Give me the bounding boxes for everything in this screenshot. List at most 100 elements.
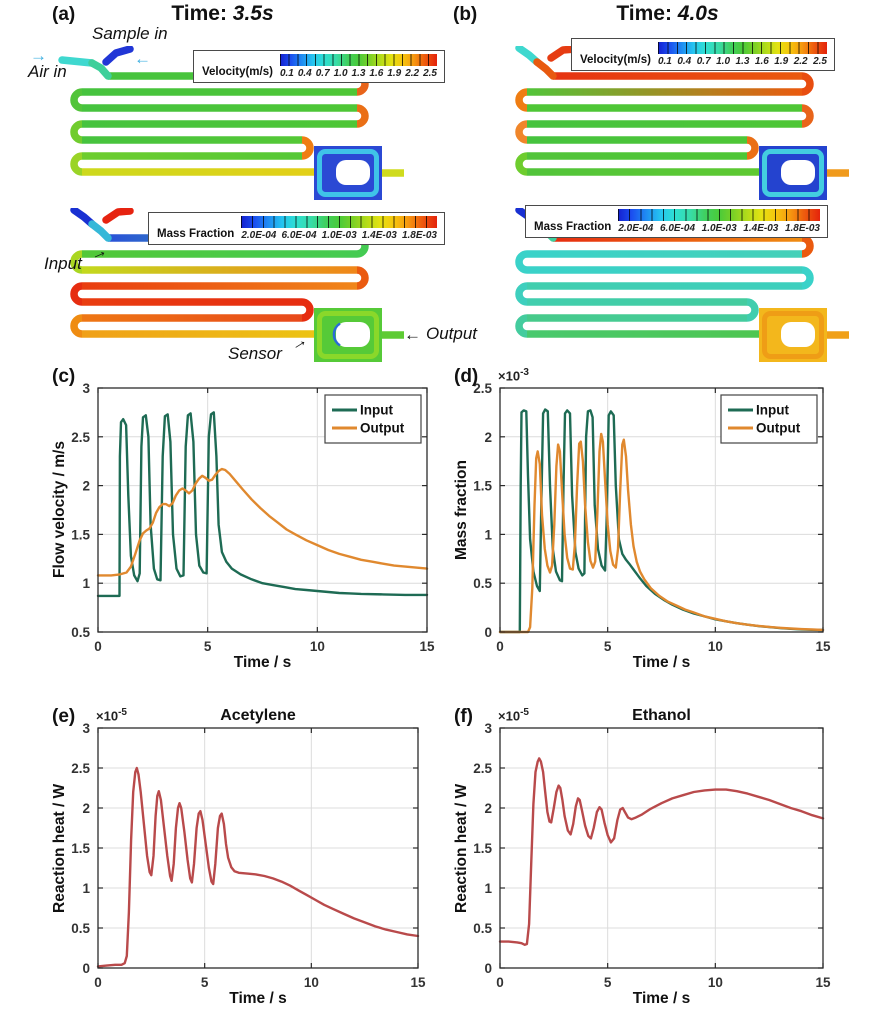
colorbar-tick: 0.1: [279, 68, 294, 79]
air-in-arrow-icon: →: [30, 46, 47, 65]
svg-text:1: 1: [82, 576, 90, 591]
panel-a: (a) Time: 3.5s Velocity(m/s) 0.1 0.4 0.7 1.…: [0, 0, 477, 372]
y-axis-label: Reaction heat / W: [51, 783, 68, 913]
panel-a-label: (a): [52, 4, 76, 25]
mass-colorbar-b: Mass Fraction 2.0E-04 6.0E-04 1.0E-03 1.4E-…: [525, 205, 828, 238]
y-axis-exponent: ×10-5: [498, 707, 529, 724]
svg-text:Output: Output: [360, 421, 405, 436]
panel-b-label: (b): [453, 4, 478, 25]
colorbar-tick: 0.4: [677, 56, 692, 67]
colorbar-tick: 1.9: [387, 68, 402, 79]
chart-f-label: (f): [454, 706, 473, 727]
colorbar-tick: 1.0E-03: [321, 230, 357, 241]
colorbar-tick: 2.5: [813, 56, 827, 67]
svg-text:2.5: 2.5: [71, 761, 90, 776]
svg-text:0: 0: [94, 975, 102, 990]
panel-a-time-title: Time: 3.5s: [0, 2, 445, 26]
y-axis-label: Reaction heat / W: [453, 783, 470, 913]
colorbar-tick: 6.0E-04: [659, 223, 696, 234]
svg-text:0.5: 0.5: [473, 921, 492, 936]
colorbar-tick: 1.8E-03: [784, 223, 820, 234]
svg-text:5: 5: [604, 639, 612, 654]
svg-text:5: 5: [204, 639, 212, 654]
colorbar-label: Velocity(m/s): [202, 66, 273, 78]
x-axis-label: Time / s: [632, 990, 691, 1007]
svg-text:3: 3: [82, 381, 90, 396]
colorbar-ticks: 0.1 0.4 0.7 1.0 1.3 1.6 1.9 2.2 2.5: [280, 66, 437, 79]
output-label: Output: [426, 324, 478, 343]
x-axis-label: Time / s: [233, 654, 292, 671]
output-arrow-icon: ←: [404, 325, 421, 344]
input-label: Input: [44, 254, 82, 273]
colorbar-gradient: [618, 209, 820, 221]
chart-title: Acetylene: [220, 707, 296, 724]
colorbar-label: Velocity(m/s): [580, 54, 651, 66]
svg-text:1: 1: [484, 527, 492, 542]
colorbar-tick: 1.8E-03: [401, 230, 437, 241]
panel-b: (b) Time: 4.0s Velocity(m/s) 0.1 0.4 0.7 1.…: [445, 0, 890, 372]
colorbar-tick: 2.2: [405, 68, 420, 79]
svg-text:15: 15: [815, 639, 831, 654]
colorbar-gradient: [279, 54, 438, 66]
svg-text:15: 15: [815, 975, 831, 990]
panel-b-time-title: Time: 4.0s: [445, 2, 890, 26]
mass-fraction-map-a: [70, 208, 404, 362]
svg-text:Input: Input: [756, 403, 789, 418]
svg-text:3: 3: [484, 721, 492, 736]
colorbar-label: Mass Fraction: [157, 228, 235, 240]
chart-d-label: (d): [454, 366, 479, 387]
colorbar-tick: 1.9: [774, 56, 789, 67]
svg-text:0: 0: [496, 639, 504, 654]
y-axis-label: Flow velocity / m/s: [51, 441, 68, 579]
svg-text:0: 0: [484, 961, 492, 976]
time-prefix: Time:: [616, 2, 672, 25]
svg-text:0.5: 0.5: [71, 921, 90, 936]
sample-in-arrow-icon: ←: [134, 49, 151, 68]
svg-text:0.5: 0.5: [473, 576, 492, 591]
svg-text:2: 2: [484, 430, 492, 445]
velocity-colorbar-b: Velocity(m/s) 0.1 0.4 0.7 1.0 1.3 1.6 1.9 2.2 2.…: [571, 38, 835, 71]
sample-in-label: Sample in: [92, 24, 168, 43]
svg-text:2.5: 2.5: [71, 430, 90, 445]
time-value: 3.5s: [232, 2, 274, 25]
svg-text:10: 10: [310, 639, 325, 654]
acetylene-plot: 0 5 10 15 0 0.5 1 1.5 2 2.5 3: [71, 721, 426, 990]
svg-text:0: 0: [94, 639, 102, 654]
colorbar-tick: 2.0E-04: [618, 223, 654, 234]
chart-e-label: (e): [52, 706, 76, 727]
svg-text:2: 2: [82, 479, 90, 494]
sensor-label: Sensor: [228, 344, 282, 363]
svg-text:1.5: 1.5: [473, 841, 492, 856]
svg-text:1.5: 1.5: [71, 841, 90, 856]
colorbar-tick: 1.0E-03: [701, 223, 737, 234]
svg-text:5: 5: [604, 975, 612, 990]
svg-text:15: 15: [419, 639, 435, 654]
colorbar-tick: 2.2: [793, 56, 808, 67]
svg-text:1.5: 1.5: [473, 479, 492, 494]
velocity-colorbar-a: Velocity(m/s) 0.1 0.4 0.7 1.0 1.3 1.6 1.9 2.2 2.…: [193, 50, 445, 83]
svg-text:3: 3: [82, 721, 90, 736]
y-axis-exponent: ×10-3: [498, 367, 529, 384]
flow-velocity-plot: 0 5 10 15 0.5 1 1.5 2 2.5 3 Input Output: [71, 381, 435, 654]
svg-text:0: 0: [484, 625, 492, 640]
colorbar-tick: 1.0: [716, 56, 731, 67]
colorbar-tick: 1.3: [351, 68, 366, 79]
chart-title: Ethanol: [632, 707, 691, 724]
colorbar-tick: 2.0E-04: [241, 230, 277, 241]
y-axis-label: Mass fraction: [453, 460, 470, 560]
mass-colorbar-a: Mass Fraction 2.0E-04 6.0E-04 1.0E-03 1.4E-…: [148, 212, 445, 245]
colorbar-label: Mass Fraction: [534, 221, 612, 233]
x-axis-label: Time / s: [632, 654, 691, 671]
time-value: 4.0s: [677, 2, 719, 25]
svg-text:1: 1: [484, 881, 492, 896]
svg-text:2: 2: [82, 801, 90, 816]
svg-text:10: 10: [708, 975, 723, 990]
colorbar-tick: 1.0: [333, 68, 348, 79]
svg-text:0: 0: [82, 961, 90, 976]
colorbar-tick: 0.7: [315, 68, 330, 79]
svg-text:1: 1: [82, 881, 90, 896]
velocity-field-map-b: [515, 46, 849, 200]
colorbar-ticks: 2.0E-04 6.0E-04 1.0E-03 1.4E-03 1.8E-03: [618, 221, 820, 234]
y-axis-exponent: ×10-5: [96, 707, 127, 724]
colorbar-tick: 0.1: [657, 56, 672, 67]
